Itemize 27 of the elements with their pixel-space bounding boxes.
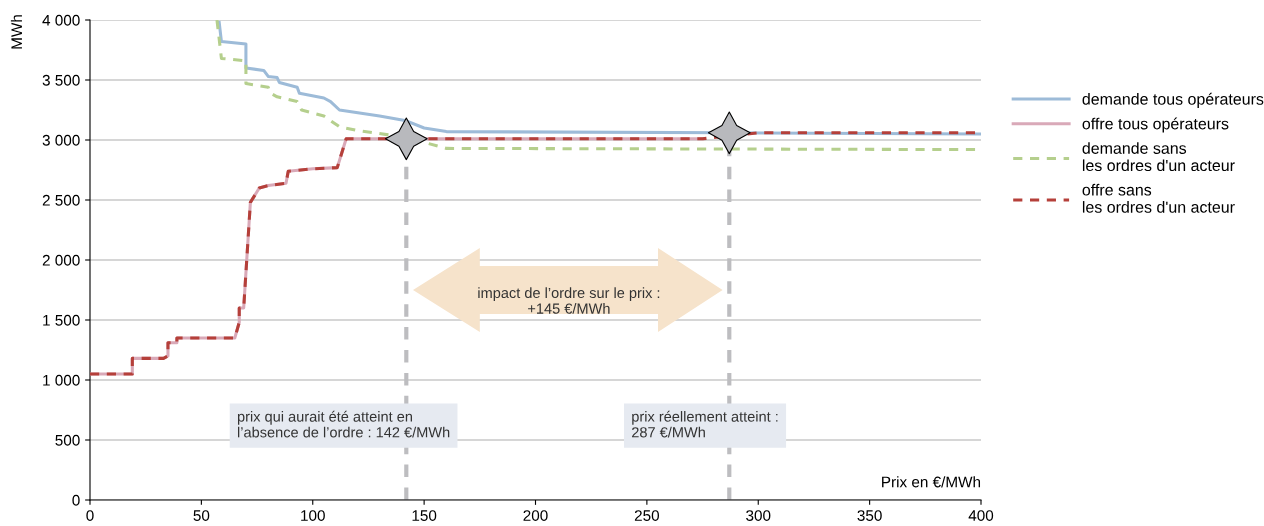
x-tick-label: 350 [857, 510, 882, 521]
y-tick-label: 1 000 [43, 374, 80, 386]
annotation: impact de l’ordre sur le prix : +145 €/MWh [478, 287, 660, 314]
y-tick-label: 4 000 [42, 14, 80, 26]
legend-label: offre sans les ordres d'un acteur [1082, 183, 1235, 213]
annotation: prix réellement atteint : 287 €/MWh [632, 410, 778, 438]
y-tick-label: 2 000 [42, 254, 80, 266]
x-tick-label: 150 [412, 510, 437, 521]
legend-label: demande tous opérateurs [1082, 92, 1264, 108]
x-tick-label: 300 [746, 510, 771, 521]
y-tick-label: 3 000 [42, 134, 80, 146]
y-tick-label: 1 500 [43, 314, 80, 326]
y-tick-label: 0 [72, 494, 80, 506]
y-tick-label: 3 500 [42, 74, 80, 86]
x-tick-label: 100 [301, 510, 325, 521]
x-tick-label: 50 [193, 510, 210, 521]
y-tick-label: 2 500 [42, 194, 80, 206]
x-axis-title: Prix en €/MWh [882, 476, 981, 488]
x-tick-label: 200 [523, 510, 548, 521]
x-tick-label: 0 [86, 510, 94, 521]
y-tick-label: 500 [55, 434, 80, 446]
x-tick-label: 400 [968, 510, 994, 521]
x-tick-label: 250 [634, 510, 660, 521]
y-axis-title: MWh [10, 15, 22, 49]
legend-label: demande sans les ordres d'un acteur [1082, 142, 1235, 172]
legend-label: offre tous opérateurs [1082, 117, 1229, 133]
annotation: prix qui aurait été atteint en l’absence de l’ordre : 142 €/MWh [237, 410, 450, 438]
